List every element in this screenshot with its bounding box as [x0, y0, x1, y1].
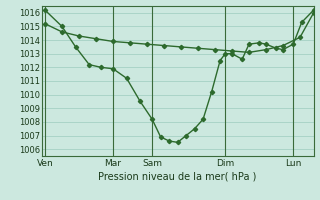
X-axis label: Pression niveau de la mer( hPa ): Pression niveau de la mer( hPa ): [99, 172, 257, 182]
